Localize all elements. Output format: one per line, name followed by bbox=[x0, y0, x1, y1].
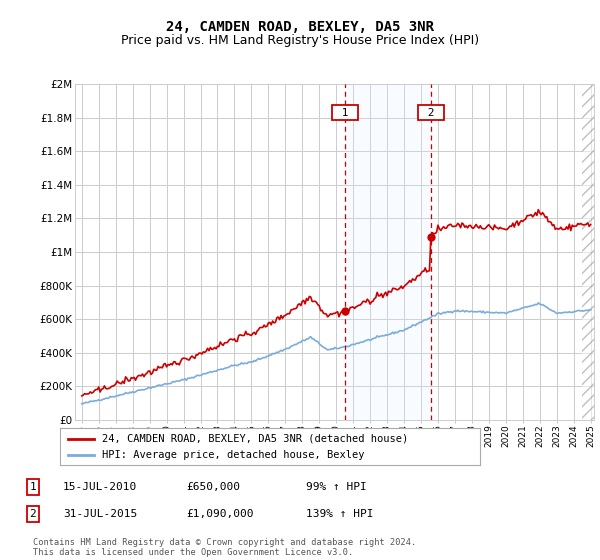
Bar bbox=[582, 84, 594, 420]
Text: 1: 1 bbox=[335, 108, 355, 118]
Text: £1,090,000: £1,090,000 bbox=[186, 509, 254, 519]
Bar bbox=[346, 84, 431, 420]
Text: HPI: Average price, detached house, Bexley: HPI: Average price, detached house, Bexl… bbox=[102, 450, 365, 460]
Text: Price paid vs. HM Land Registry's House Price Index (HPI): Price paid vs. HM Land Registry's House … bbox=[121, 34, 479, 46]
Text: 1: 1 bbox=[29, 482, 37, 492]
Text: 139% ↑ HPI: 139% ↑ HPI bbox=[306, 509, 373, 519]
Bar bbox=[582, 84, 594, 420]
Text: Contains HM Land Registry data © Crown copyright and database right 2024.
This d: Contains HM Land Registry data © Crown c… bbox=[33, 538, 416, 557]
Text: 24, CAMDEN ROAD, BEXLEY, DA5 3NR: 24, CAMDEN ROAD, BEXLEY, DA5 3NR bbox=[166, 20, 434, 34]
Text: 2: 2 bbox=[421, 108, 441, 118]
Text: 2: 2 bbox=[29, 509, 37, 519]
Text: 99% ↑ HPI: 99% ↑ HPI bbox=[306, 482, 367, 492]
Text: £650,000: £650,000 bbox=[186, 482, 240, 492]
Text: 15-JUL-2010: 15-JUL-2010 bbox=[63, 482, 137, 492]
Text: 24, CAMDEN ROAD, BEXLEY, DA5 3NR (detached house): 24, CAMDEN ROAD, BEXLEY, DA5 3NR (detach… bbox=[102, 433, 408, 444]
Text: 31-JUL-2015: 31-JUL-2015 bbox=[63, 509, 137, 519]
